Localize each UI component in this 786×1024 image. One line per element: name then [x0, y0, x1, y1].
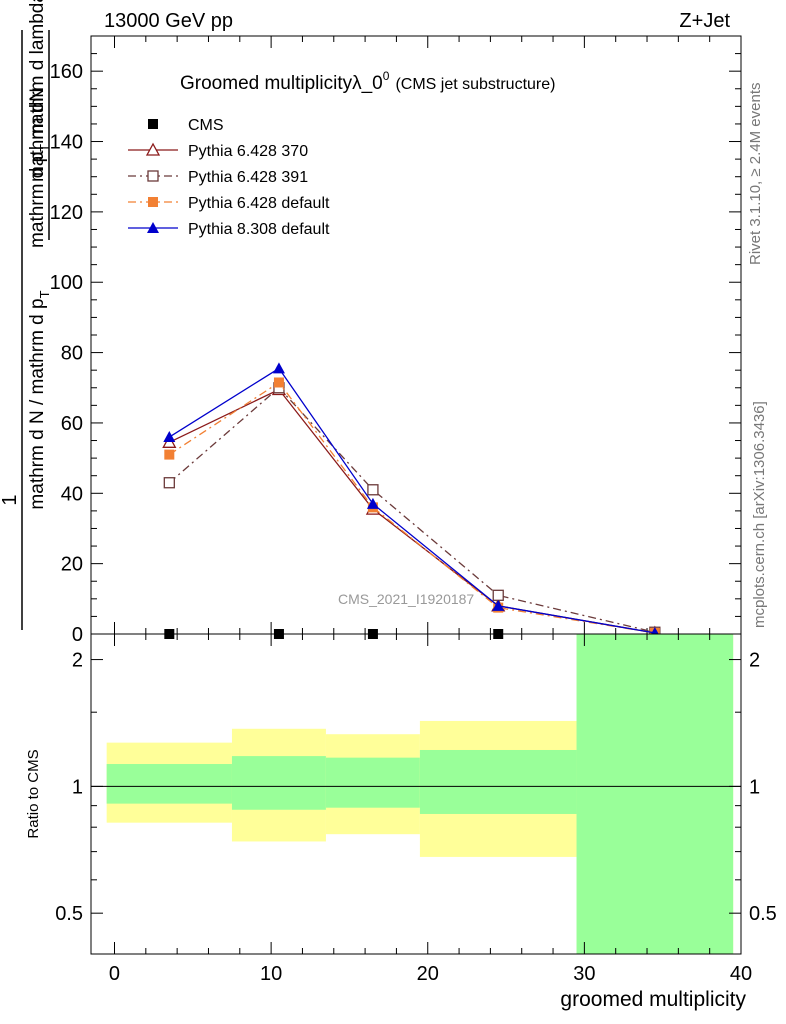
y-tick-label: 80 — [61, 343, 83, 365]
y-tick-label: 120 — [50, 202, 83, 224]
y-tick-label: 0 — [72, 624, 83, 646]
uncertainty-band-inner — [419, 749, 577, 814]
rivet-label: Rivet 3.1.10, ≥ 2.4M events — [747, 83, 764, 266]
uncertainty-band-inner — [325, 757, 420, 808]
y-tick-label: 40 — [61, 483, 83, 505]
legend-label: Pythia 6.428 370 — [188, 143, 308, 160]
y-tick-label: 100 — [50, 272, 83, 294]
data-point — [164, 449, 175, 460]
data-point — [163, 477, 175, 489]
y-tick-label: 160 — [50, 61, 83, 83]
y-tick-label: 60 — [61, 413, 83, 435]
y-tick-label: 140 — [50, 132, 83, 154]
analysis-watermark: CMS_2021_I1920187 — [338, 591, 474, 607]
ratio-bands — [106, 634, 734, 954]
legend-marker — [147, 170, 159, 182]
ratio-y-tick-label-right: 2 — [749, 650, 760, 672]
ratio-plot-panel: 0.5 0.51 12 20 10 20 30 40 Ratio to CMS groomed… — [25, 633, 777, 1011]
uncertainty-band-inner — [106, 764, 232, 804]
header-left: 13000 GeV pp — [104, 10, 233, 32]
data-point — [492, 599, 505, 611]
legend-marker — [148, 119, 158, 129]
data-point — [492, 589, 504, 601]
uncertainty-band-inner — [231, 756, 326, 810]
x-axis-label: groomed multiplicity — [560, 988, 746, 1011]
legend-entry: Pythia 6.428 370 — [128, 142, 308, 160]
mcplots-label: mcplots.cern.ch [arXiv:1306.3436] — [751, 401, 768, 628]
ratio-y-label: Ratio to CMS — [25, 749, 42, 838]
main-y-axis-label: 1 mathrm dN mathrm d N / mathrm d pT mat… — [0, 0, 52, 630]
legend-label: CMS — [188, 117, 224, 134]
y-label-prefix: 1 — [0, 494, 21, 505]
ratio-y-tick-label-right: 1 — [749, 776, 760, 798]
y-tick-label: 20 — [61, 554, 83, 576]
legend-marker — [147, 222, 159, 233]
plot-title: Groomed multiplicityλ_00 (CMS jet substru… — [180, 69, 555, 94]
legend: CMS Pythia 6.428 370 Pythia 6.428 391 Pythi… — [128, 117, 330, 238]
main-plot-panel: 0 20 40 60 80 100 120 140 160 Groomed multiplici… — [0, 0, 742, 646]
ratio-y-tick-label: 1 — [72, 776, 83, 798]
y-label-numerator: mathrm dN — [27, 88, 48, 182]
legend-entry: Pythia 6.428 default — [128, 195, 330, 212]
data-point — [163, 431, 176, 443]
legend-entry: CMS — [148, 117, 224, 134]
legend-marker — [148, 197, 158, 207]
legend-entry: Pythia 8.308 default — [128, 221, 330, 238]
data-point — [272, 362, 285, 374]
main-plot-ticks: 0 20 40 60 80 100 120 140 160 — [50, 35, 742, 646]
data-point — [366, 497, 379, 509]
ratio-y-tick-label: 2 — [72, 650, 83, 672]
ratio-y-tick-label-right: 0.5 — [749, 903, 777, 925]
x-tick-label: 20 — [417, 963, 439, 985]
x-tick-label: 10 — [260, 963, 282, 985]
data-point — [367, 484, 379, 496]
x-tick-label: 0 — [109, 963, 120, 985]
legend-entry: Pythia 6.428 391 — [128, 169, 308, 186]
uncertainty-band-inner — [576, 634, 734, 954]
ratio-plot-frame — [90, 633, 742, 955]
header-right: Z+Jet — [679, 10, 730, 32]
legend-label: Pythia 8.308 default — [188, 221, 330, 238]
legend-label: Pythia 6.428 391 — [188, 169, 308, 186]
x-tick-label: 30 — [573, 963, 595, 985]
x-tick-label: 40 — [730, 963, 752, 985]
legend-marker — [145, 142, 161, 156]
ratio-y-tick-label: 0.5 — [55, 903, 83, 925]
y-label-denominator-end: mathrm d pTmathrm d lambda — [27, 0, 52, 248]
legend-label: Pythia 6.428 default — [188, 195, 330, 212]
data-point — [273, 377, 284, 388]
y-label-denominator: mathrm d N / mathrm d pT — [27, 290, 52, 509]
